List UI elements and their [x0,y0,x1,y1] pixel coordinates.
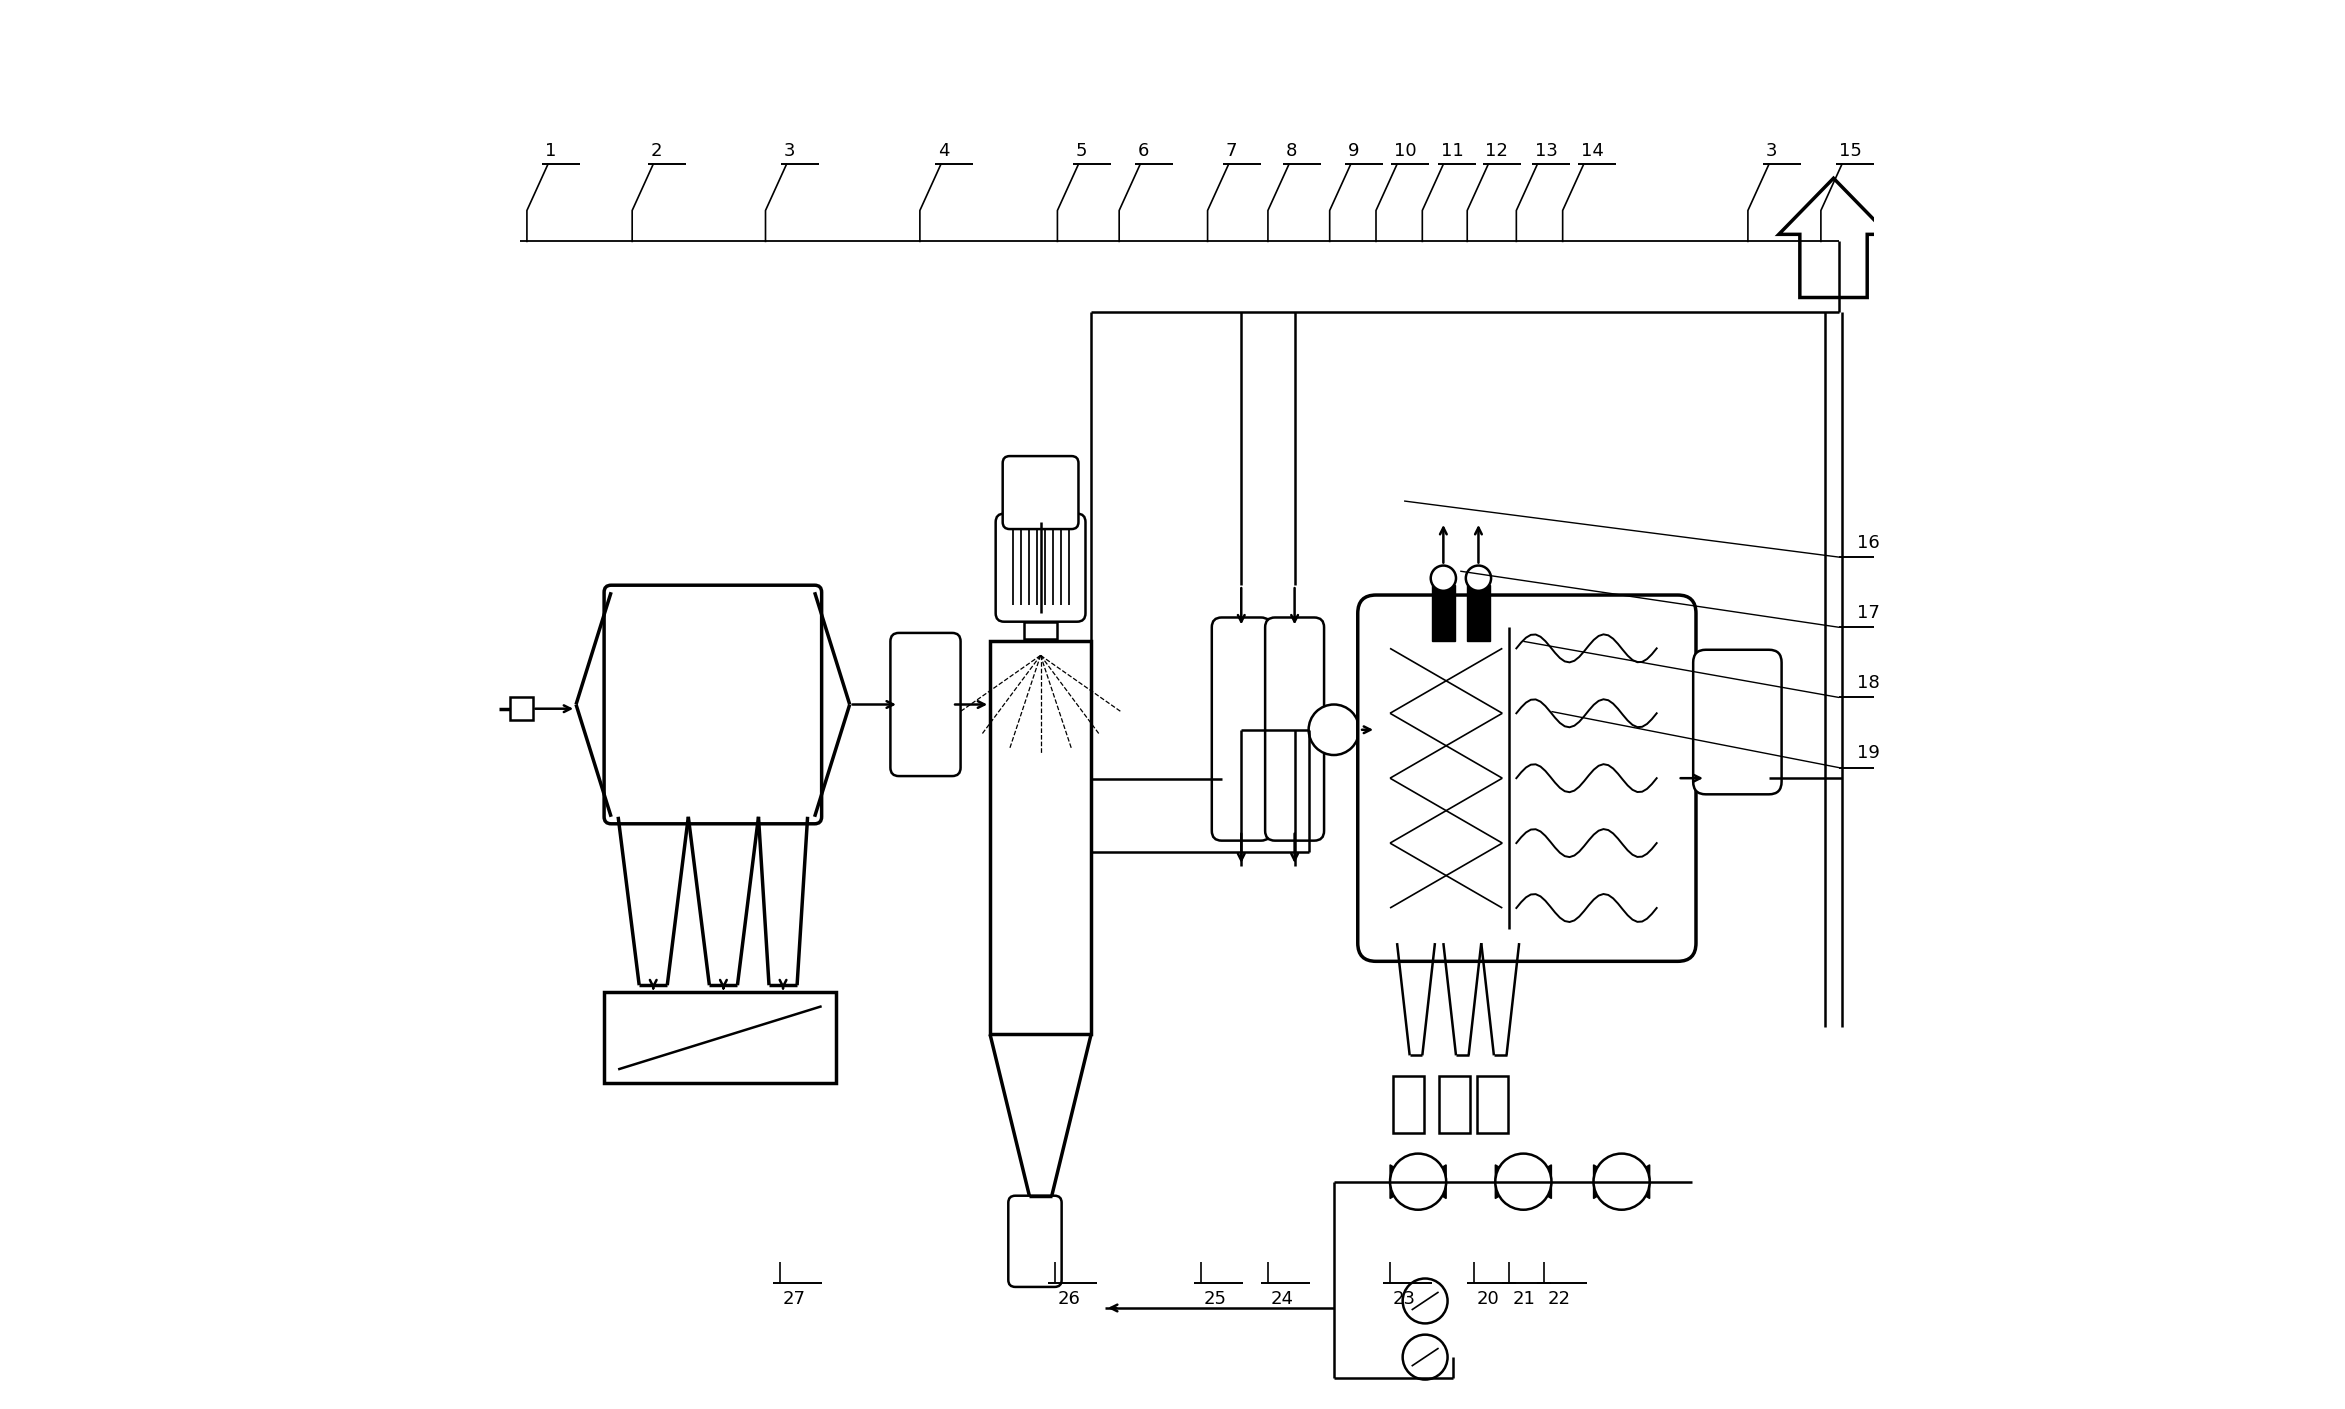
Text: 25: 25 [1203,1291,1226,1308]
Text: 6: 6 [1137,142,1149,161]
Text: 12: 12 [1484,142,1508,161]
Polygon shape [1780,178,1888,297]
Text: 10: 10 [1395,142,1416,161]
Text: 4: 4 [938,142,950,161]
FancyBboxPatch shape [605,585,821,824]
Text: 21: 21 [1513,1291,1536,1308]
Bar [1025,621,1058,638]
Circle shape [1402,1278,1447,1323]
Text: 26: 26 [1058,1291,1081,1308]
Text: 7: 7 [1226,142,1238,161]
Polygon shape [1595,1165,1623,1199]
Circle shape [1391,1154,1447,1210]
Text: 3: 3 [1766,142,1778,161]
Text: 16: 16 [1857,534,1881,551]
Bar [1393,1076,1423,1133]
Polygon shape [1419,1165,1447,1199]
Circle shape [1309,704,1360,755]
Circle shape [1496,1154,1552,1210]
FancyBboxPatch shape [1358,595,1695,961]
FancyBboxPatch shape [1212,617,1271,841]
Text: 23: 23 [1393,1291,1416,1308]
Text: 2: 2 [650,142,661,161]
Text: 15: 15 [1838,142,1862,161]
Circle shape [1402,1334,1447,1379]
Text: 27: 27 [783,1291,804,1308]
Circle shape [1430,565,1456,590]
Text: 9: 9 [1348,142,1360,161]
Bar [1477,1076,1508,1133]
Polygon shape [1524,1165,1552,1199]
Circle shape [1595,1154,1649,1210]
Text: 1: 1 [544,142,556,161]
FancyBboxPatch shape [1264,617,1325,841]
Polygon shape [1496,1165,1524,1199]
Bar [990,641,1090,1034]
Text: 24: 24 [1271,1291,1294,1308]
Bar [605,992,835,1084]
Bar [1468,585,1489,641]
Text: 22: 22 [1548,1291,1571,1308]
Bar [511,697,532,720]
Text: 18: 18 [1857,674,1881,692]
Text: 13: 13 [1534,142,1557,161]
Text: 17: 17 [1857,603,1881,621]
Text: 11: 11 [1440,142,1463,161]
Text: 19: 19 [1857,744,1881,762]
Polygon shape [1623,1165,1649,1199]
FancyBboxPatch shape [891,633,961,776]
Circle shape [1466,565,1491,590]
FancyBboxPatch shape [1693,650,1782,795]
Bar [1440,1076,1470,1133]
FancyBboxPatch shape [1004,457,1079,528]
Text: 20: 20 [1477,1291,1501,1308]
FancyBboxPatch shape [997,514,1086,621]
Text: 14: 14 [1581,142,1604,161]
FancyBboxPatch shape [1008,1196,1062,1286]
Bar [1433,585,1454,641]
Text: 5: 5 [1076,142,1088,161]
Text: 3: 3 [783,142,795,161]
Polygon shape [1391,1165,1419,1199]
Text: 8: 8 [1285,142,1297,161]
